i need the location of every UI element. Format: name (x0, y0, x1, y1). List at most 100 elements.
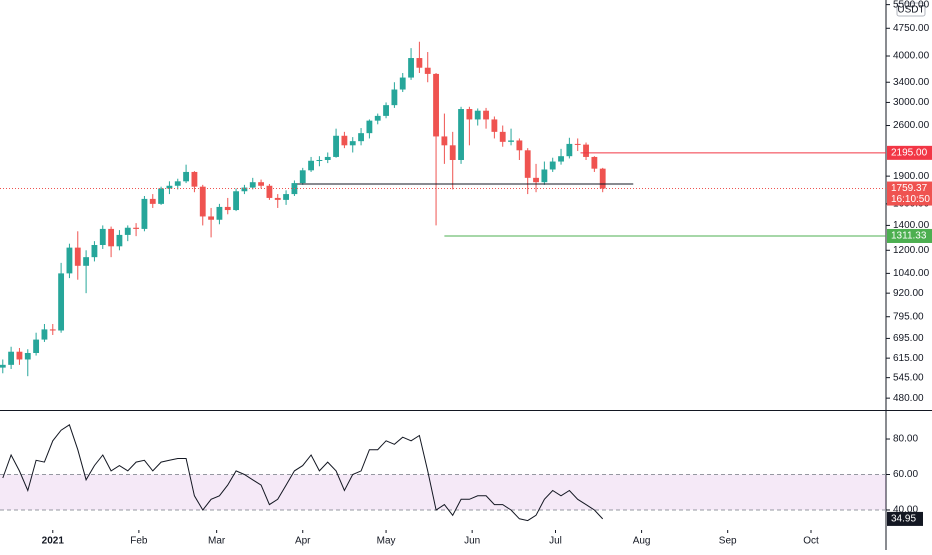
x-tick-label: Sep (719, 536, 737, 547)
candle-body (516, 140, 523, 151)
candle-body (124, 227, 131, 235)
level-badge (887, 145, 932, 160)
candle-body (91, 244, 98, 258)
candle-body (16, 351, 23, 360)
candle-body (541, 169, 548, 183)
candle-body (524, 150, 531, 178)
candle-body (83, 257, 90, 266)
y-tick-label: 920.00 (893, 288, 924, 299)
candle-body (299, 170, 306, 184)
candle-body (241, 187, 248, 192)
candle-body (166, 185, 173, 189)
rsi-band (0, 474, 886, 510)
candle-body (508, 140, 514, 142)
y-tick-label: 3000.00 (893, 97, 930, 108)
level-badge (887, 228, 932, 243)
y-tick-label: 695.00 (893, 333, 924, 344)
candle-body (266, 185, 273, 198)
last-price-badge (887, 181, 932, 206)
candle-body (208, 216, 215, 220)
candle-body (58, 273, 65, 331)
y-tick-label: 615.00 (893, 353, 924, 364)
candle-body (466, 109, 473, 120)
y-tick-label: 1040.00 (893, 268, 930, 279)
candle-body (74, 247, 81, 266)
x-tick-label: May (377, 536, 396, 547)
candle-body (258, 182, 264, 186)
candle-body (174, 181, 181, 186)
countdown-label: 16:10:50 (891, 194, 930, 205)
candle-body (416, 58, 423, 68)
candle-body (441, 136, 448, 146)
candle-body (116, 234, 123, 247)
level-label: 2195.00 (891, 147, 928, 158)
candle-body (24, 352, 31, 360)
candle-body (424, 67, 431, 74)
candle-body (366, 120, 373, 134)
candle-body (224, 206, 231, 211)
candle-body (433, 73, 439, 137)
candle-body (574, 143, 581, 145)
candle-body (274, 197, 281, 200)
quote-box (896, 2, 926, 17)
y-tick-label: 2600.00 (893, 120, 930, 131)
y-tick-label: 80.00 (893, 434, 918, 445)
y-tick-label: 60.00 (893, 469, 918, 480)
candle-body (216, 206, 223, 220)
y-tick-label: 3400.00 (893, 77, 930, 88)
candle-body (341, 135, 348, 146)
candle-body (41, 329, 48, 340)
candle-body (583, 144, 589, 157)
candle-body (358, 133, 364, 142)
candle-body (474, 110, 481, 120)
candle-body (499, 131, 506, 142)
candle-body (133, 227, 140, 229)
y-tick-label: 4000.00 (893, 51, 930, 62)
x-tick-label: Jun (464, 536, 480, 547)
candle-body (33, 339, 40, 353)
candle-body (391, 89, 398, 106)
candle-body (249, 182, 256, 188)
x-tick-label: Feb (130, 536, 148, 547)
candle-body (233, 191, 239, 211)
y-tick-label: 4750.00 (893, 23, 930, 34)
candle-body (316, 159, 323, 161)
candle-body (49, 329, 56, 331)
y-tick-label: 480.00 (893, 393, 924, 404)
candle-body (408, 58, 414, 78)
x-tick-label: Oct (803, 536, 819, 547)
candle-body (308, 160, 314, 171)
candle-body (99, 228, 106, 245)
y-tick-label: 1900.00 (893, 171, 930, 182)
rsi-badge (887, 511, 923, 526)
y-tick-label: 795.00 (893, 311, 924, 322)
y-tick-label: 545.00 (893, 372, 924, 383)
candle-body (183, 171, 190, 182)
candle-body (549, 161, 556, 170)
x-tick-label: Mar (208, 536, 226, 547)
y-tick-label: 5500.00 (893, 0, 930, 10)
candle-body (324, 156, 331, 160)
candle-body (8, 351, 15, 365)
x-tick-label: Aug (633, 536, 651, 547)
candle-body (108, 228, 115, 247)
rsi-line (2, 424, 604, 522)
candle-body (566, 143, 573, 157)
rsi-last-label: 34.95 (891, 514, 916, 525)
candle-body (283, 194, 289, 200)
candle-body (191, 171, 198, 187)
candle-body (149, 198, 156, 204)
candle-body (458, 109, 464, 160)
candle-body (491, 119, 498, 132)
y-tick-label: 1200.00 (893, 245, 930, 256)
candle-body (533, 177, 539, 183)
last-price-label: 1759.37 (891, 183, 928, 194)
candle-body (199, 186, 206, 217)
quote-currency: USDT (897, 5, 924, 16)
x-tick-label: Apr (295, 536, 311, 547)
candle-body (483, 110, 489, 120)
candle-body (374, 115, 381, 121)
candle-body (333, 135, 339, 157)
